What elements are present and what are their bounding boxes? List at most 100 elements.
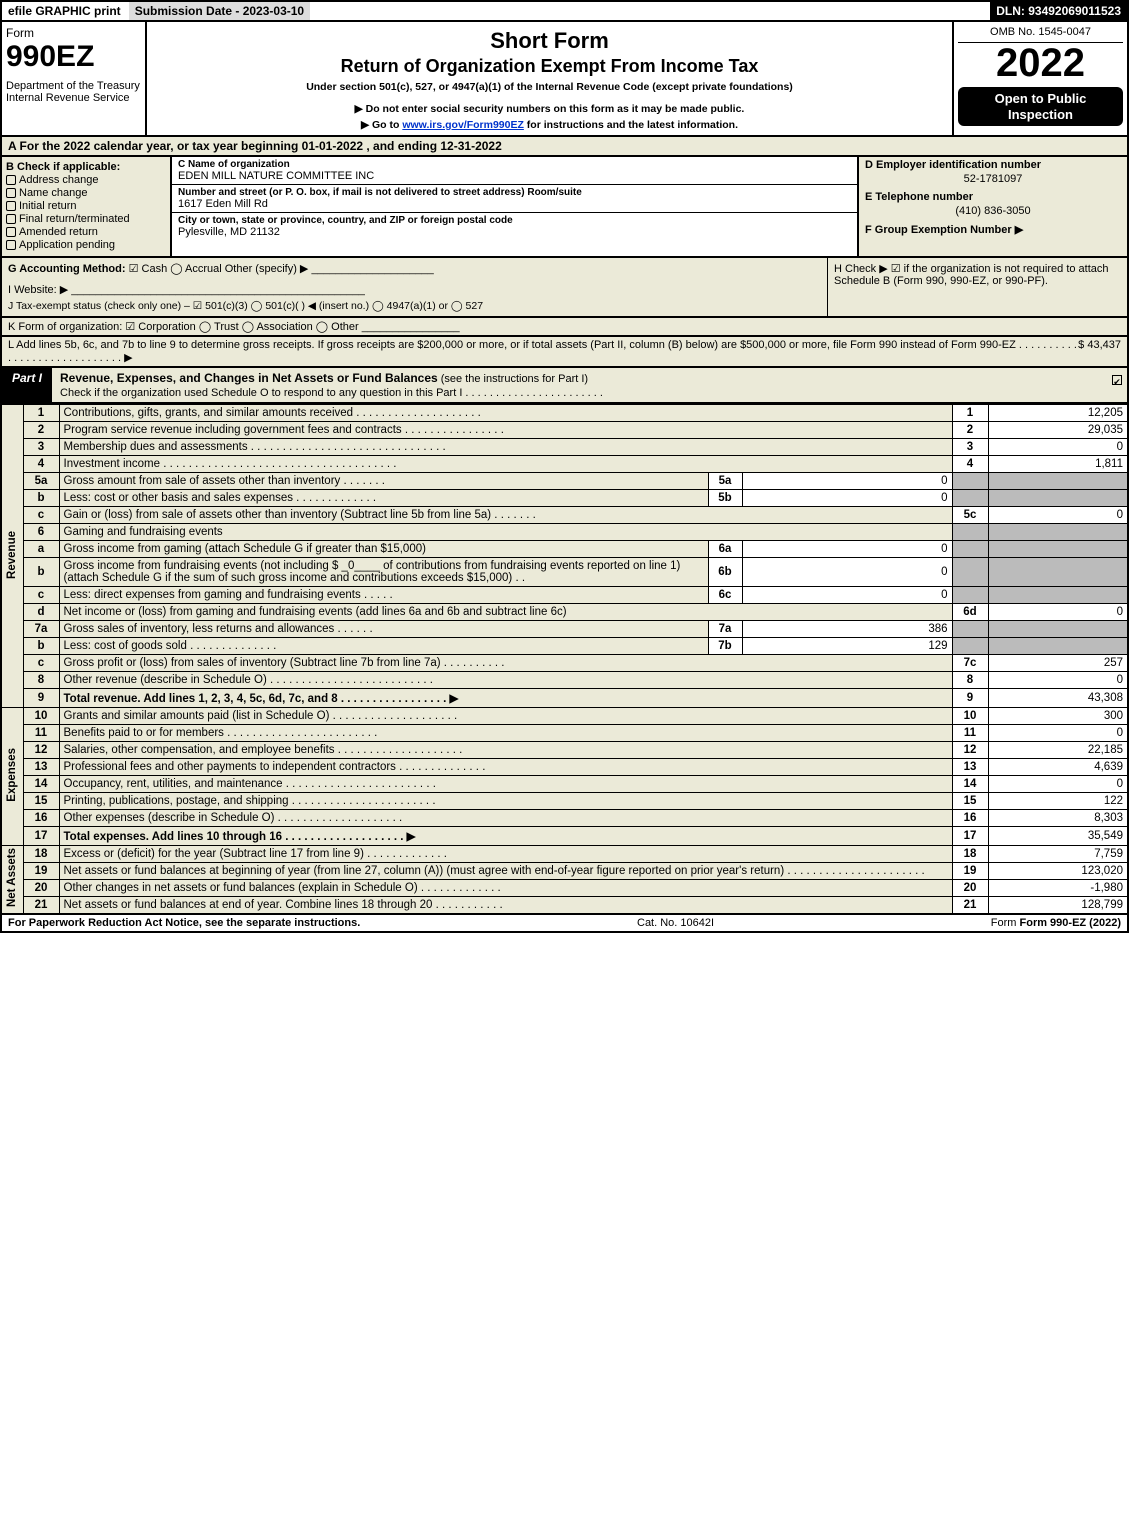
title-return: Return of Organization Exempt From Incom… xyxy=(151,56,948,77)
part1-checkbox[interactable] xyxy=(1107,368,1127,402)
ein: 52-1781097 xyxy=(865,173,1121,185)
e-label: E Telephone number xyxy=(865,191,1121,203)
section-def: D Employer identification number 52-1781… xyxy=(857,157,1127,256)
b-opt-address[interactable]: Address change xyxy=(6,174,166,186)
l13-val: 4,639 xyxy=(988,759,1128,776)
l6c-desc: Less: direct expenses from gaming and fu… xyxy=(59,587,708,604)
part1-title: Revenue, Expenses, and Changes in Net As… xyxy=(52,368,1107,402)
l-value: $ 43,437 xyxy=(1078,339,1121,364)
part1-table: Revenue 1 Contributions, gifts, grants, … xyxy=(0,404,1129,915)
b-title: B Check if applicable: xyxy=(6,161,166,173)
footer-mid: Cat. No. 10642I xyxy=(637,917,714,929)
l2-val: 29,035 xyxy=(988,422,1128,439)
l6b-val: 0 xyxy=(742,558,952,587)
l20-val: -1,980 xyxy=(988,880,1128,897)
l9-val: 43,308 xyxy=(988,689,1128,708)
l7a-val: 386 xyxy=(742,621,952,638)
l5a-val: 0 xyxy=(742,473,952,490)
b-opt-pending[interactable]: Application pending xyxy=(6,239,166,251)
open-inspection: Open to Public Inspection xyxy=(958,87,1123,126)
row-k: K Form of organization: ☑ Corporation ◯ … xyxy=(0,318,1129,337)
section-b: B Check if applicable: Address change Na… xyxy=(2,157,172,256)
l21-val: 128,799 xyxy=(988,897,1128,915)
part1-check-line: Check if the organization used Schedule … xyxy=(60,387,603,399)
l17-desc: Total expenses. Add lines 10 through 16 … xyxy=(59,827,952,846)
header-center: Short Form Return of Organization Exempt… xyxy=(147,22,952,135)
l9-desc: Total revenue. Add lines 1, 2, 3, 4, 5c,… xyxy=(59,689,952,708)
l5a-desc: Gross amount from sale of assets other t… xyxy=(59,473,708,490)
revenue-sidelabel: Revenue xyxy=(1,405,23,708)
l5b-desc: Less: cost or other basis and sales expe… xyxy=(59,490,708,507)
irs-link[interactable]: www.irs.gov/Form990EZ xyxy=(402,119,524,131)
subtitle-section: Under section 501(c), 527, or 4947(a)(1)… xyxy=(151,81,948,93)
section-c: C Name of organization EDEN MILL NATURE … xyxy=(172,157,857,256)
l10-val: 300 xyxy=(988,708,1128,725)
row-a: A For the 2022 calendar year, or tax yea… xyxy=(0,137,1129,157)
c-city-label: City or town, state or province, country… xyxy=(178,215,851,226)
l12-val: 22,185 xyxy=(988,742,1128,759)
page-footer: For Paperwork Reduction Act Notice, see … xyxy=(0,915,1129,933)
l6d-val: 0 xyxy=(988,604,1128,621)
org-address: 1617 Eden Mill Rd xyxy=(178,198,851,210)
part1-header: Part I Revenue, Expenses, and Changes in… xyxy=(0,368,1129,404)
l21-desc: Net assets or fund balances at end of ye… xyxy=(59,897,952,915)
row-h: H Check ▶ ☑ if the organization is not r… xyxy=(827,258,1127,316)
l7b-val: 129 xyxy=(742,638,952,655)
dept-treasury: Department of the Treasury Internal Reve… xyxy=(6,80,141,104)
section-gih: G Accounting Method: ☑ Cash ◯ Accrual Ot… xyxy=(0,258,1129,318)
l15-val: 122 xyxy=(988,793,1128,810)
org-name: EDEN MILL NATURE COMMITTEE INC xyxy=(178,170,851,182)
l18-val: 7,759 xyxy=(988,846,1128,863)
l7c-desc: Gross profit or (loss) from sales of inv… xyxy=(59,655,952,672)
b-opt-amended[interactable]: Amended return xyxy=(6,226,166,238)
form-number: 990EZ xyxy=(6,40,141,74)
header-left: Form 990EZ Department of the Treasury In… xyxy=(2,22,147,135)
l6-desc: Gaming and fundraising events xyxy=(59,524,952,541)
title-short-form: Short Form xyxy=(151,28,948,54)
top-bar: efile GRAPHIC print Submission Date - 20… xyxy=(0,0,1129,22)
header-right: OMB No. 1545-0047 2022 Open to Public In… xyxy=(952,22,1127,135)
l6d-desc: Net income or (loss) from gaming and fun… xyxy=(59,604,952,621)
tax-year: 2022 xyxy=(958,43,1123,83)
l10-desc: Grants and similar amounts paid (list in… xyxy=(59,708,952,725)
l3-val: 0 xyxy=(988,439,1128,456)
l16-desc: Other expenses (describe in Schedule O) … xyxy=(59,810,952,827)
netassets-sidelabel: Net Assets xyxy=(1,846,23,915)
l8-desc: Other revenue (describe in Schedule O) .… xyxy=(59,672,952,689)
footer-left: For Paperwork Reduction Act Notice, see … xyxy=(8,917,360,929)
f-label: F Group Exemption Number ▶ xyxy=(865,223,1121,236)
l3-desc: Membership dues and assessments . . . . … xyxy=(59,439,952,456)
l18-desc: Excess or (deficit) for the year (Subtra… xyxy=(59,846,952,863)
c-name-label: C Name of organization xyxy=(178,159,851,170)
l12-desc: Salaries, other compensation, and employ… xyxy=(59,742,952,759)
l6b-desc: Gross income from fundraising events (no… xyxy=(59,558,708,587)
section-bcdef: B Check if applicable: Address change Na… xyxy=(0,157,1129,258)
row-l: L Add lines 5b, 6c, and 7b to line 9 to … xyxy=(0,337,1129,368)
l8-val: 0 xyxy=(988,672,1128,689)
l13-desc: Professional fees and other payments to … xyxy=(59,759,952,776)
l15-desc: Printing, publications, postage, and shi… xyxy=(59,793,952,810)
subtitle-ssn: ▶ Do not enter social security numbers o… xyxy=(151,103,948,115)
b-opt-final[interactable]: Final return/terminated xyxy=(6,213,166,225)
l7c-val: 257 xyxy=(988,655,1128,672)
gih-left: G Accounting Method: ☑ Cash ◯ Accrual Ot… xyxy=(2,258,827,316)
l14-val: 0 xyxy=(988,776,1128,793)
expenses-sidelabel: Expenses xyxy=(1,708,23,846)
l5b-val: 0 xyxy=(742,490,952,507)
row-g: G Accounting Method: ☑ Cash ◯ Accrual Ot… xyxy=(8,262,821,275)
form-word: Form xyxy=(6,26,141,40)
footer-right: Form Form 990-EZ (2022) xyxy=(991,917,1121,929)
org-city: Pylesville, MD 21132 xyxy=(178,226,851,238)
row-j: J Tax-exempt status (check only one) – ☑… xyxy=(8,300,821,312)
l6a-desc: Gross income from gaming (attach Schedul… xyxy=(59,541,708,558)
row-i: I Website: ▶ ___________________________… xyxy=(8,283,821,296)
l4-val: 1,811 xyxy=(988,456,1128,473)
l1-desc: Contributions, gifts, grants, and simila… xyxy=(59,405,952,422)
l2-desc: Program service revenue including govern… xyxy=(59,422,952,439)
l11-desc: Benefits paid to or for members . . . . … xyxy=(59,725,952,742)
l-text: L Add lines 5b, 6c, and 7b to line 9 to … xyxy=(8,339,1078,364)
l5c-desc: Gain or (loss) from sale of assets other… xyxy=(59,507,952,524)
b-opt-initial[interactable]: Initial return xyxy=(6,200,166,212)
b-opt-name[interactable]: Name change xyxy=(6,187,166,199)
l11-val: 0 xyxy=(988,725,1128,742)
